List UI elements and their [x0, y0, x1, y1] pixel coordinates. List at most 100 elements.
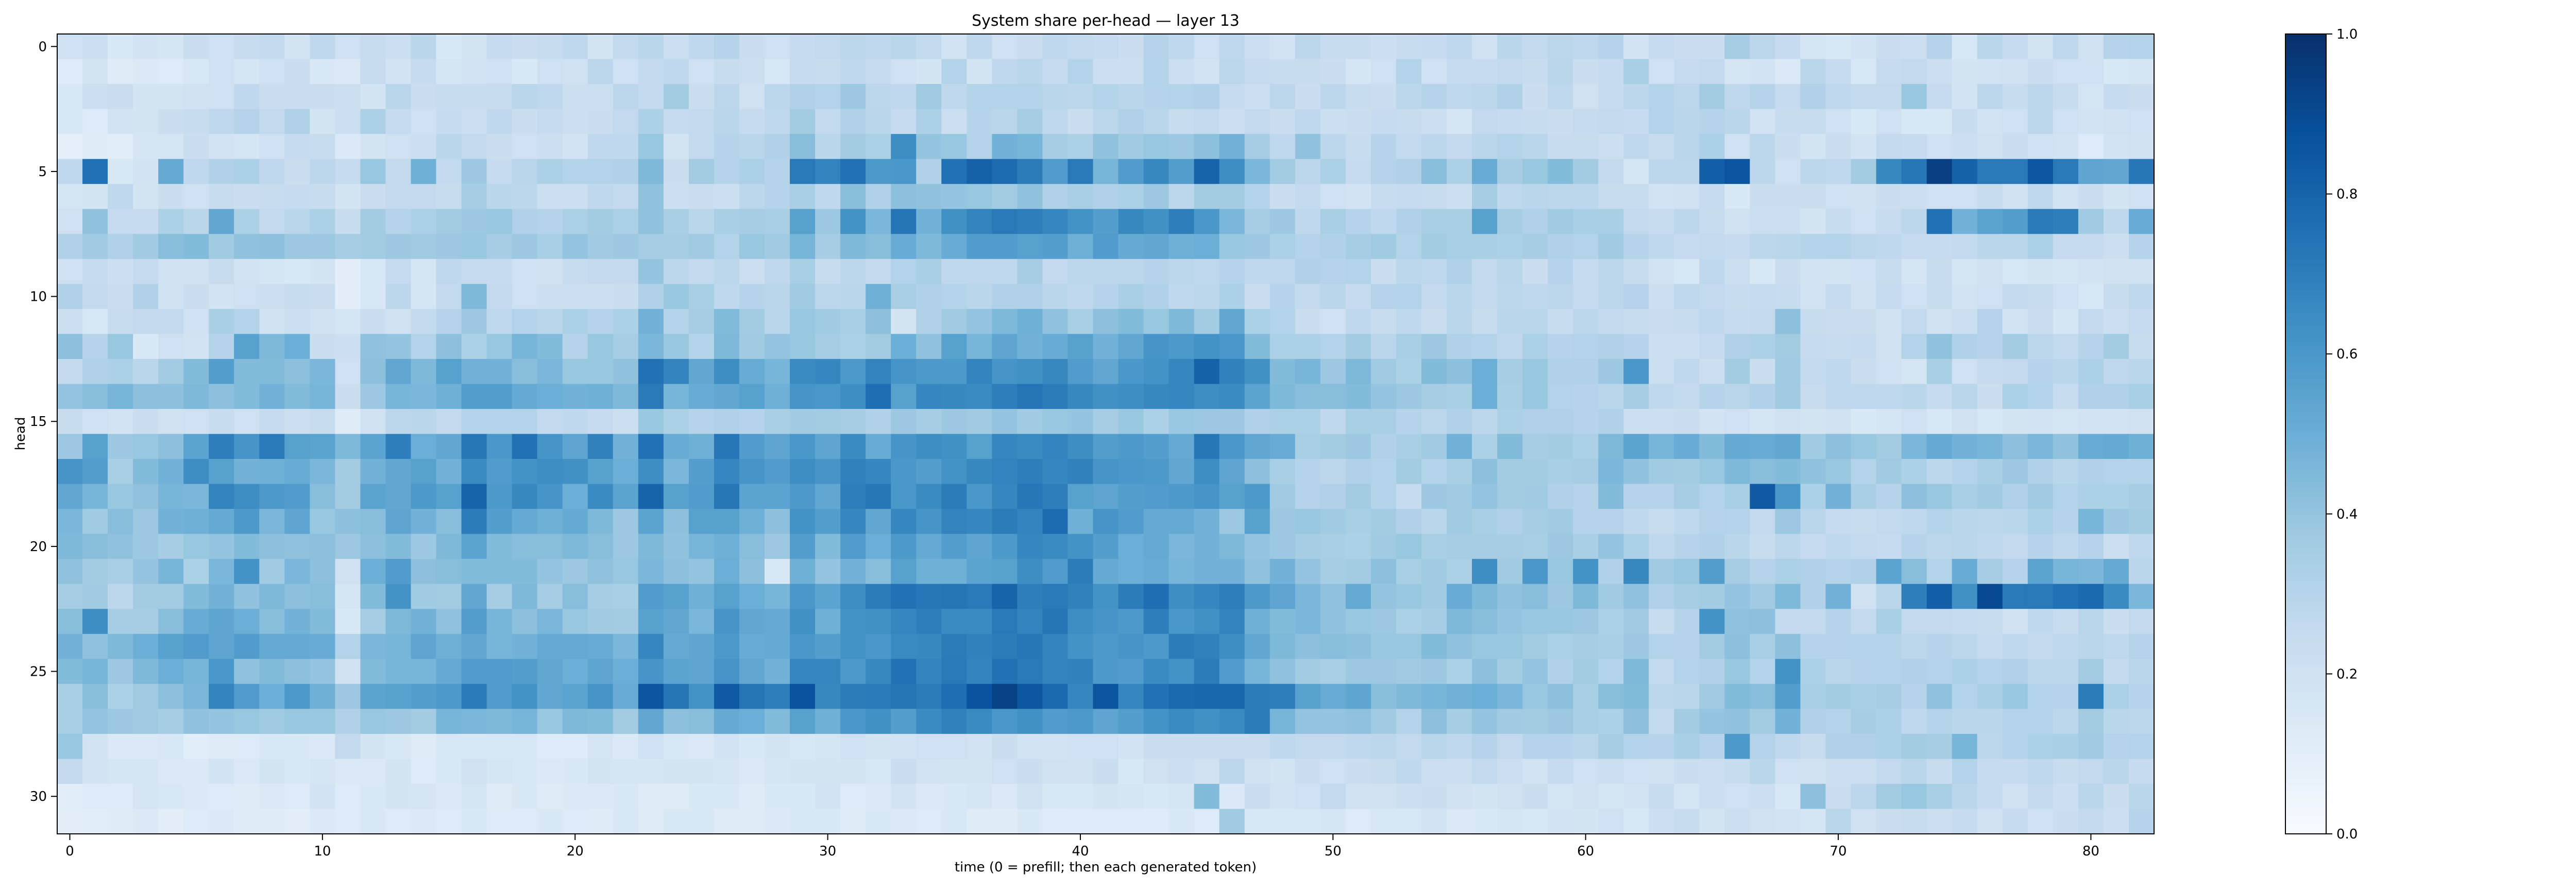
heatmap-cell	[1674, 34, 1700, 60]
heatmap-cell	[1143, 609, 1170, 635]
heatmap-cell	[1825, 34, 1852, 60]
heatmap-cell	[866, 634, 891, 659]
heatmap-cell	[840, 634, 866, 659]
heatmap-cell	[587, 683, 614, 709]
heatmap-cell	[537, 59, 563, 84]
heatmap-cell	[82, 509, 108, 535]
heatmap-cell	[108, 709, 133, 734]
heatmap-cell	[739, 584, 765, 609]
heatmap-cell	[1724, 284, 1751, 310]
heatmap-cell	[360, 184, 386, 210]
heatmap-cell	[941, 309, 967, 334]
heatmap-cell	[183, 34, 209, 60]
heatmap-cell	[1168, 709, 1195, 734]
heatmap-cell	[663, 384, 689, 409]
heatmap-cell	[360, 109, 386, 134]
heatmap-cell	[411, 159, 437, 184]
heatmap-cell	[1421, 534, 1447, 559]
heatmap-cell	[209, 259, 234, 284]
heatmap-cell	[436, 384, 462, 409]
heatmap-cell	[1952, 134, 1978, 160]
heatmap-cell	[82, 334, 108, 360]
heatmap-cell	[2053, 284, 2079, 310]
heatmap-cell	[815, 134, 841, 160]
heatmap-cell	[1168, 634, 1195, 659]
heatmap-cell	[941, 109, 967, 134]
heatmap-cell	[941, 134, 967, 160]
heatmap-cell	[2027, 134, 2054, 160]
heatmap-cell	[1118, 659, 1144, 684]
heatmap-cell	[562, 783, 588, 810]
heatmap-cell	[2128, 309, 2155, 334]
heatmap-cell	[613, 184, 639, 210]
heatmap-cell	[1876, 809, 1902, 834]
heatmap-cell	[916, 209, 942, 234]
heatmap-cell	[1573, 34, 1599, 60]
heatmap-cell	[1623, 584, 1649, 609]
heatmap-cell	[1067, 358, 1094, 385]
heatmap-cell	[1320, 509, 1346, 535]
heatmap-cell	[209, 284, 234, 310]
heatmap-cell	[1042, 783, 1069, 810]
heatmap-cell	[310, 759, 335, 784]
heatmap-cell	[1168, 559, 1195, 585]
heatmap-cell	[1649, 434, 1674, 459]
heatmap-cell	[1421, 484, 1447, 509]
heatmap-cell	[1320, 759, 1346, 784]
heatmap-cell	[1093, 209, 1119, 234]
heatmap-cell	[714, 459, 740, 485]
heatmap-cell	[714, 358, 740, 385]
heatmap-cell	[1067, 259, 1094, 284]
heatmap-cell	[1396, 259, 1422, 284]
heatmap-cell	[714, 809, 740, 834]
heatmap-cell	[1926, 109, 1953, 134]
heatmap-cell	[1472, 634, 1498, 659]
heatmap-cell	[512, 109, 538, 134]
heatmap-cell	[714, 733, 740, 760]
heatmap-cell	[1623, 509, 1649, 535]
heatmap-cell	[1926, 59, 1953, 84]
heatmap-cell	[57, 733, 83, 760]
heatmap-cell	[1497, 34, 1523, 60]
heatmap-cell	[1649, 809, 1674, 834]
heatmap-cell	[82, 809, 108, 834]
heatmap-cell	[1724, 484, 1751, 509]
heatmap-cell	[1446, 209, 1472, 234]
heatmap-cell	[765, 109, 790, 134]
heatmap-cell	[967, 759, 992, 784]
heatmap-cell	[1649, 109, 1674, 134]
heatmap-cell	[486, 184, 513, 210]
heatmap-cell	[1598, 84, 1624, 110]
heatmap-cell	[1219, 434, 1245, 459]
heatmap-cell	[2103, 358, 2129, 385]
heatmap-cell	[1042, 159, 1069, 184]
heatmap-cell	[1952, 284, 1978, 310]
heatmap-cell	[234, 584, 260, 609]
heatmap-cell	[587, 759, 614, 784]
heatmap-cell	[638, 683, 664, 709]
heatmap-cell	[1977, 709, 2003, 734]
heatmap-cell	[310, 408, 335, 435]
heatmap-cell	[2027, 534, 2054, 559]
heatmap-cell	[815, 408, 841, 435]
heatmap-cell	[411, 384, 437, 409]
heatmap-cell	[1219, 408, 1245, 435]
heatmap-cell	[1472, 733, 1498, 760]
heatmap-cell	[613, 584, 639, 609]
heatmap-cell	[688, 109, 715, 134]
heatmap-cell	[1952, 634, 1978, 659]
heatmap-cell	[385, 209, 412, 234]
heatmap-cell	[1497, 759, 1523, 784]
heatmap-cell	[1901, 334, 1927, 360]
heatmap-cell	[209, 134, 234, 160]
heatmap-cell	[1901, 159, 1927, 184]
heatmap-cell	[1750, 159, 1776, 184]
heatmap-cell	[158, 484, 184, 509]
heatmap-cell	[688, 334, 715, 360]
heatmap-cell	[967, 609, 992, 635]
heatmap-cell	[1876, 733, 1902, 760]
heatmap-cell	[1876, 484, 1902, 509]
heatmap-cell	[916, 309, 942, 334]
heatmap-cell	[790, 358, 816, 385]
heatmap-cell	[866, 783, 891, 810]
